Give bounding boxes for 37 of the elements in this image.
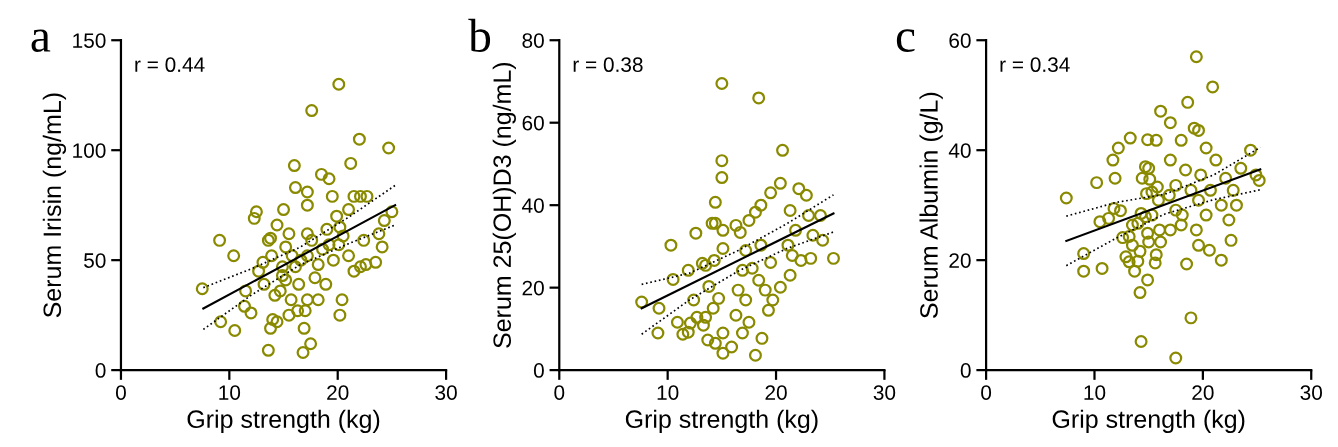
y-tick-label: 0 <box>95 363 106 378</box>
y-axis-title: Serum 25(OH)D3 (ng/mL) <box>492 62 516 348</box>
y-axis-title: Serum Irisin (ng/mL) <box>42 93 67 318</box>
chart-title: c <box>896 29 915 53</box>
x-tick-label: 0 <box>554 385 565 400</box>
y-tick-label: 150 <box>73 33 106 48</box>
y-tick-label: 0 <box>533 363 544 378</box>
y-tick-label: 80 <box>522 33 544 48</box>
y-tick-label: 100 <box>73 143 106 158</box>
x-tick-label: 20 <box>1192 385 1214 400</box>
y-tick-label: 20 <box>522 280 544 296</box>
y-tick-label: 50 <box>84 253 106 268</box>
x-tick-label: 30 <box>873 385 896 400</box>
chart-title: a <box>31 29 51 53</box>
x-axis-title: Grip strength (kg) <box>187 409 380 433</box>
y-tick-label: 40 <box>522 198 544 213</box>
x-tick-label: 20 <box>765 385 787 400</box>
y-tick-label: 60 <box>949 33 971 48</box>
annotation: r = 0.34 <box>1000 57 1070 73</box>
chart-title: b <box>468 18 491 53</box>
x-axis-title: Grip strength (kg) <box>625 409 818 433</box>
x-tick-label: 0 <box>115 385 126 400</box>
annotation: r = 0.44 <box>135 57 205 73</box>
y-tick-label: 0 <box>960 363 971 378</box>
x-tick-label: 10 <box>219 385 241 400</box>
y-axis-title: Serum Albumin (g/L) <box>919 92 943 318</box>
x-tick-label: 20 <box>327 385 349 400</box>
y-tick-label: 60 <box>522 115 544 131</box>
y-tick-label: 40 <box>948 143 971 158</box>
x-axis-title: Grip strength (kg) <box>1052 409 1245 433</box>
x-tick-label: 0 <box>981 385 992 400</box>
x-tick-label: 10 <box>657 385 679 400</box>
annotation: r = 0.38 <box>573 57 643 73</box>
x-tick-label: 10 <box>1084 385 1106 400</box>
y-tick-label: 20 <box>949 253 971 268</box>
x-tick-label: 30 <box>435 385 457 400</box>
x-tick-label: 30 <box>1300 385 1323 400</box>
